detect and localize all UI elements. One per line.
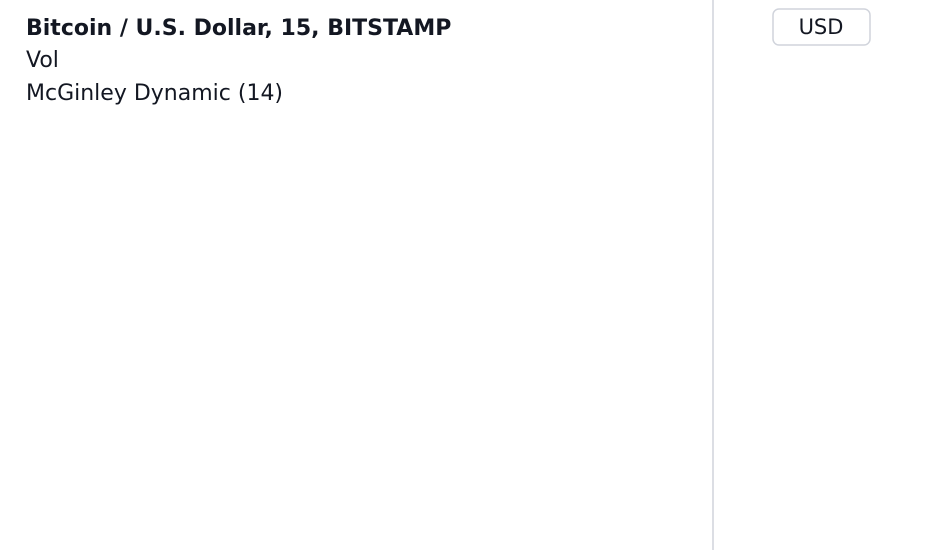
- chart-title: Bitcoin / U.S. Dollar, 15, BITSTAMP: [26, 16, 451, 41]
- currency-label[interactable]: USD: [799, 15, 844, 39]
- currency-button[interactable]: [772, 8, 871, 46]
- legend-indicator: McGinley Dynamic (14): [26, 81, 283, 106]
- legend-volume: Vol: [26, 48, 59, 73]
